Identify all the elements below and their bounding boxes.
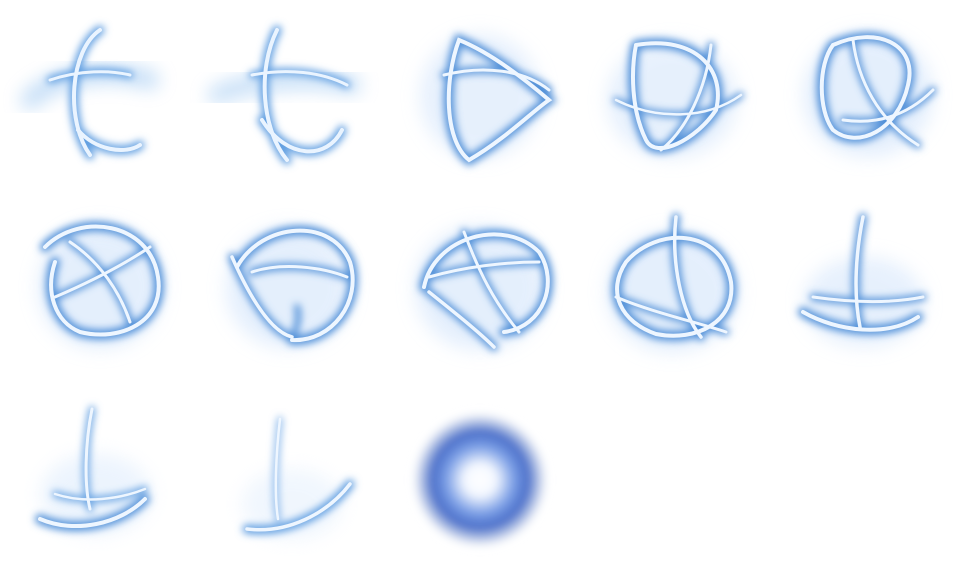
energy-ribbon-icon [415, 226, 553, 351]
sprite-frame-3 [384, 0, 576, 192]
sprite-frame-9 [576, 192, 768, 384]
energy-ribbon-icon [208, 25, 361, 165]
glowing-orb-icon [410, 410, 550, 550]
energy-ribbon-icon [242, 416, 355, 539]
energy-ribbon-icon [226, 225, 358, 348]
sprite-frame-11 [0, 384, 192, 576]
energy-ribbon-icon [607, 213, 737, 352]
sprite-frame-1 [0, 0, 192, 192]
sprite-frame-12 [192, 384, 384, 576]
sprite-frame-5 [768, 0, 960, 192]
sprite-frame-6 [0, 192, 192, 384]
energy-ribbon-icon [38, 221, 164, 349]
sprite-frame-4 [576, 0, 768, 192]
sprite-frame-13 [384, 384, 576, 576]
sprite-frame-10 [768, 192, 960, 384]
sprite-frame-8 [384, 192, 576, 384]
sprite-frame-2 [192, 0, 384, 192]
energy-ribbon-icon [803, 32, 937, 157]
energy-ribbon-icon [798, 213, 927, 347]
energy-ribbon-icon [607, 38, 744, 158]
energy-ribbon-icon [420, 33, 558, 167]
sprite-frame-7 [192, 192, 384, 384]
energy-ribbon-icon [21, 25, 159, 160]
energy-ribbon-icon [35, 406, 151, 534]
